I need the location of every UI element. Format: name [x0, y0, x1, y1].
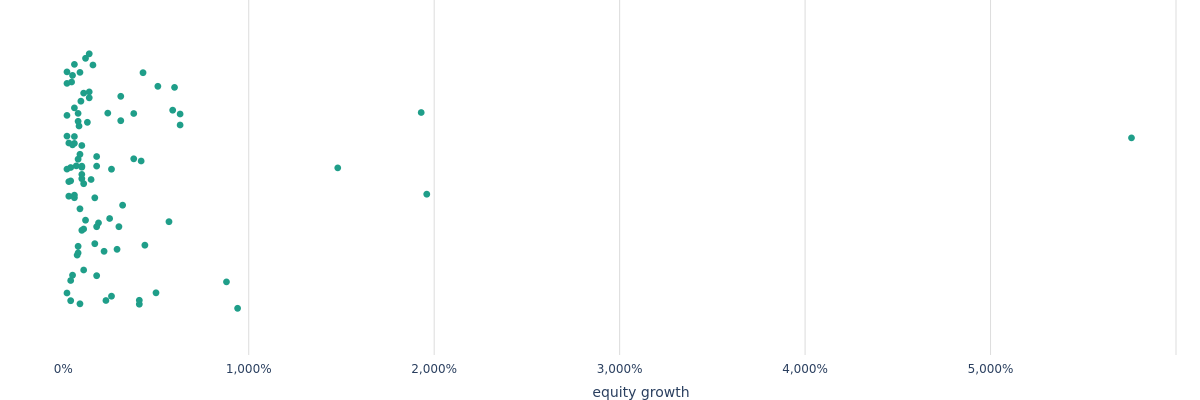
data-point[interactable]: [102, 297, 110, 304]
data-point[interactable]: [78, 162, 86, 170]
data-point[interactable]: [93, 153, 101, 160]
data-point[interactable]: [171, 84, 178, 91]
data-point[interactable]: [65, 192, 73, 200]
data-point[interactable]: [63, 165, 71, 173]
x-gridlines: [248, 0, 1177, 355]
x-tick-labels: 0% 1,000% 2,000% 3,000% 4,000% 5,000%: [54, 362, 1014, 376]
data-point[interactable]: [117, 92, 125, 100]
data-point[interactable]: [108, 292, 115, 300]
data-point[interactable]: [176, 121, 184, 129]
data-point[interactable]: [115, 223, 123, 231]
data-point[interactable]: [137, 157, 145, 165]
data-point[interactable]: [63, 112, 71, 119]
data-point[interactable]: [63, 289, 71, 297]
data-point[interactable]: [169, 106, 177, 114]
data-point[interactable]: [82, 54, 89, 62]
data-point[interactable]: [87, 176, 95, 183]
data-point[interactable]: [71, 191, 78, 199]
data-point[interactable]: [69, 271, 76, 279]
data-point[interactable]: [67, 297, 75, 305]
data-point[interactable]: [334, 164, 342, 172]
data-point[interactable]: [83, 118, 91, 126]
data-point[interactable]: [1128, 134, 1135, 142]
data-point[interactable]: [71, 133, 78, 140]
data-point[interactable]: [100, 247, 108, 255]
data-point[interactable]: [104, 109, 112, 117]
data-point[interactable]: [423, 190, 431, 198]
data-point[interactable]: [93, 272, 101, 280]
data-point[interactable]: [78, 171, 86, 178]
data-point[interactable]: [69, 141, 76, 149]
data-points: [63, 50, 1135, 312]
data-point[interactable]: [80, 266, 88, 274]
data-point[interactable]: [113, 245, 121, 253]
data-point[interactable]: [93, 223, 101, 231]
data-point[interactable]: [76, 150, 84, 158]
data-point[interactable]: [417, 109, 425, 116]
data-point[interactable]: [234, 304, 242, 312]
data-point[interactable]: [63, 132, 71, 140]
data-point[interactable]: [93, 162, 101, 170]
x-tick-label: 4,000%: [782, 362, 828, 376]
data-point[interactable]: [69, 72, 76, 79]
data-point[interactable]: [74, 110, 82, 117]
data-point[interactable]: [76, 300, 84, 308]
data-point[interactable]: [78, 142, 86, 149]
data-point[interactable]: [108, 165, 115, 173]
data-point[interactable]: [165, 218, 173, 226]
data-point[interactable]: [117, 117, 125, 125]
data-point[interactable]: [85, 50, 93, 58]
data-point[interactable]: [141, 241, 149, 249]
x-axis-title: equity growth: [592, 385, 689, 400]
data-point[interactable]: [82, 216, 89, 224]
data-point[interactable]: [119, 201, 127, 209]
data-point[interactable]: [74, 117, 82, 125]
x-tick-label: 3,000%: [597, 362, 643, 376]
x-tick-label: 2,000%: [411, 362, 457, 376]
data-point[interactable]: [76, 205, 84, 213]
data-point[interactable]: [85, 94, 93, 102]
data-point[interactable]: [63, 68, 71, 76]
data-point[interactable]: [77, 97, 85, 105]
data-point[interactable]: [154, 82, 162, 90]
data-point[interactable]: [85, 88, 93, 96]
data-point[interactable]: [176, 110, 184, 118]
x-tick-label: 5,000%: [968, 362, 1014, 376]
data-point[interactable]: [71, 61, 78, 68]
data-point[interactable]: [139, 69, 147, 77]
data-point[interactable]: [63, 80, 71, 87]
data-point[interactable]: [72, 162, 80, 170]
x-tick-label: 1,000%: [226, 362, 272, 376]
data-point[interactable]: [76, 69, 84, 76]
data-point[interactable]: [71, 104, 78, 112]
data-point[interactable]: [74, 242, 82, 250]
data-point[interactable]: [106, 215, 114, 222]
data-point[interactable]: [91, 194, 99, 202]
x-tick-label: 0%: [54, 362, 73, 376]
data-point[interactable]: [78, 226, 86, 234]
data-point[interactable]: [74, 249, 82, 257]
data-point[interactable]: [67, 277, 75, 284]
data-point[interactable]: [89, 61, 97, 69]
data-point[interactable]: [135, 296, 143, 304]
data-point[interactable]: [130, 155, 138, 163]
data-point[interactable]: [67, 177, 75, 185]
data-point[interactable]: [223, 278, 230, 286]
data-point[interactable]: [80, 89, 88, 97]
data-point[interactable]: [91, 240, 99, 248]
data-point[interactable]: [152, 289, 160, 297]
data-point[interactable]: [130, 110, 138, 117]
